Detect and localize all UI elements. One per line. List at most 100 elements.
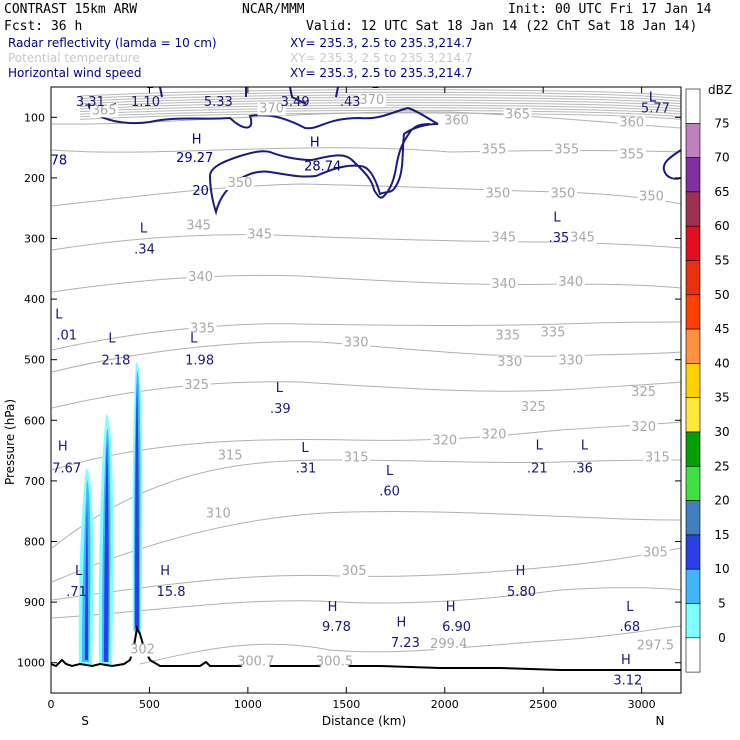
theta-label: 315 <box>344 451 369 466</box>
colorbar-label: 25 <box>714 459 729 473</box>
colorbar-swatch <box>685 568 701 604</box>
radar-plume-1-core <box>85 500 88 660</box>
theta-label: 325 <box>184 378 209 393</box>
wind-extremum-label: L <box>276 381 284 396</box>
theta-340 <box>51 274 681 293</box>
theta-label: 335 <box>190 321 215 336</box>
theta-label-bg <box>430 434 459 448</box>
wind-extremum-label: 7.67 <box>52 461 81 476</box>
colorbar-swatch <box>685 637 701 673</box>
theta-label-bg <box>629 386 658 400</box>
theta-label-bg <box>489 278 518 292</box>
theta-label: 345 <box>570 231 595 246</box>
colorbar-swatch <box>685 294 701 330</box>
x-end-label-right: N <box>656 714 665 728</box>
theta-dense-line <box>79 91 681 100</box>
theta-label: 320 <box>631 420 656 435</box>
theta-label: 315 <box>645 451 670 466</box>
colorbar-swatch <box>685 500 701 536</box>
theta-label: 345 <box>186 218 211 233</box>
radar-plume-3-core <box>135 380 139 628</box>
plot-background <box>51 87 681 693</box>
theta-label-bg <box>556 275 585 289</box>
theta-label: 302 <box>130 643 155 658</box>
theta-label: 340 <box>188 270 213 285</box>
wind-extremum-label: L <box>140 221 148 236</box>
theta-label-bg <box>186 270 215 284</box>
wind-contour-label: 78 <box>51 154 68 169</box>
wind-extremum-label: H <box>446 600 456 615</box>
series-endpoints-wind: XY= 235.3, 2.5 to 235.3,214.7 <box>290 66 473 80</box>
colorbar-label: 10 <box>714 562 729 576</box>
wind-contour-label: H <box>310 135 320 150</box>
colorbar-label: 75 <box>714 116 729 130</box>
wind-extremum-label: .34 <box>134 243 155 258</box>
y-axis: 100 200 300 400 500 600 700 800 900 1000 <box>17 111 681 670</box>
theta-label-bg <box>320 655 349 669</box>
wind-extremum-label: .21 <box>527 461 548 476</box>
colorbar-swatch <box>685 328 701 364</box>
theta-label: 330 <box>497 355 522 370</box>
wind-extremum-label: 5.80 <box>507 585 536 600</box>
theta-label: 305 <box>342 564 367 579</box>
theta-label-bg <box>479 428 508 442</box>
x-tick-label: 1500 <box>332 698 360 711</box>
wind-extremum-label: H <box>58 440 68 455</box>
theta-label-bg <box>357 93 386 107</box>
colorbar-swatch <box>685 88 701 124</box>
theta-355 <box>51 147 681 153</box>
theta-label: 360 <box>619 115 644 130</box>
theta-label: 330 <box>344 335 369 350</box>
colorbar-label: 5 <box>718 597 726 611</box>
x-tick-label: 2000 <box>431 698 459 711</box>
colorbar-swatch <box>685 157 701 193</box>
y-tick-label: 700 <box>24 475 45 488</box>
theta-label: 350 <box>485 186 510 201</box>
colorbar-label: 70 <box>714 151 729 165</box>
radar-reflectivity <box>78 362 143 666</box>
theta-label-bg <box>479 143 508 157</box>
theta-label-bg <box>489 231 518 245</box>
theta-320 <box>51 421 681 471</box>
wind-extremum-label: 15.8 <box>157 585 186 600</box>
colorbar-swatch <box>685 363 701 398</box>
theta-label-bg <box>204 507 233 521</box>
theta-dense-line <box>79 94 681 102</box>
theta-label-bg <box>188 322 217 336</box>
wind-extremum-label: 1.98 <box>185 354 214 369</box>
theta-label-bg <box>643 451 672 465</box>
x-axis: 0 500 1000 1500 2000 2500 3000 <box>48 87 656 711</box>
colorbar-label: 35 <box>714 391 729 405</box>
y-tick-label: 400 <box>24 293 45 306</box>
wind-extremum-label: L <box>386 464 394 479</box>
theta-330 <box>51 341 681 373</box>
header-init: Init: 00 UTC Fri 17 Jan 14 <box>508 2 712 17</box>
wind-extremum-label: L <box>536 438 544 453</box>
theta-label-bg <box>216 449 245 463</box>
theta-label-bg <box>184 219 213 233</box>
colorbar-units: dBZ <box>708 83 732 97</box>
wind-contour-label: 20 <box>192 184 209 199</box>
theta-label: 350 <box>550 186 575 201</box>
y-tick-label: 600 <box>24 414 45 427</box>
y-tick-label: 200 <box>24 172 45 185</box>
theta-label-bg <box>241 655 270 669</box>
wind-extremum-label: H <box>328 600 338 615</box>
y-tick-label: 300 <box>24 233 45 246</box>
theta-label: 355 <box>482 143 507 158</box>
x-axis-label: Distance (km) <box>322 714 406 728</box>
wind-extremum-label: H <box>160 564 170 579</box>
wind-contour-label: 29.27 <box>176 151 213 166</box>
wind-extremum-label: L <box>55 307 63 322</box>
colorbar-swatch <box>685 534 701 570</box>
theta-305 <box>51 547 681 601</box>
colorbar-label: 30 <box>714 425 729 439</box>
theta-label: 355 <box>554 143 579 158</box>
theta-325 <box>51 381 681 409</box>
wind-extremum-label: .31 <box>296 461 317 476</box>
colorbar-swatch <box>685 431 701 467</box>
theta-label: 325 <box>631 385 656 400</box>
